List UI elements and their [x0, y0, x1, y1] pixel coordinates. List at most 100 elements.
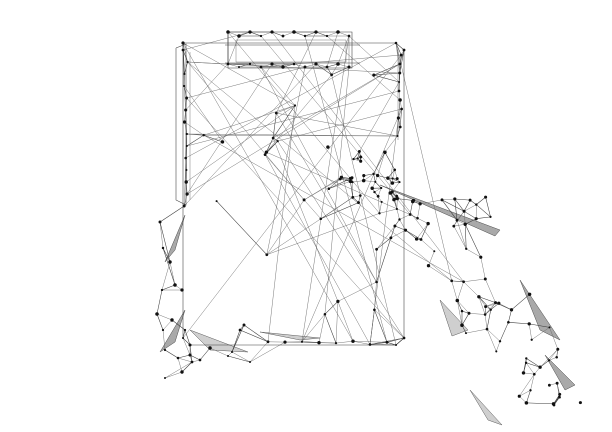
mesh-edge: [557, 383, 560, 394]
mesh-edge: [487, 329, 500, 341]
mesh-node: [494, 301, 497, 304]
mesh-node: [277, 140, 279, 142]
mesh-edge: [457, 282, 463, 301]
mesh-node: [418, 202, 421, 205]
mesh-node: [275, 112, 278, 115]
mesh-edge: [526, 363, 534, 374]
mesh-node: [326, 35, 328, 37]
mesh-node: [182, 337, 184, 339]
mesh-node: [270, 30, 273, 33]
mesh-node: [186, 133, 188, 135]
mesh-node: [374, 181, 376, 183]
mesh-edge: [455, 199, 470, 200]
mesh-edge-long: [204, 135, 464, 282]
mesh-edge: [540, 360, 549, 367]
mesh-node: [349, 180, 352, 183]
mesh-edge: [187, 135, 204, 146]
mesh-node: [380, 187, 382, 189]
mesh-node: [548, 359, 550, 361]
mesh-node: [556, 348, 559, 351]
mesh-node: [314, 30, 317, 33]
mesh-node: [372, 173, 374, 175]
mesh-edge: [508, 310, 511, 323]
mesh-edge-long: [265, 155, 304, 200]
mesh-node: [248, 30, 251, 33]
mesh-node: [507, 321, 510, 324]
mesh-node: [469, 199, 472, 202]
mesh-edge: [524, 358, 527, 373]
mesh-edge: [481, 257, 486, 279]
mesh-edge: [454, 224, 465, 226]
mesh-node: [282, 35, 285, 38]
mesh-node: [227, 63, 230, 66]
shaded-facet: [160, 310, 185, 352]
mesh-node: [183, 205, 186, 208]
mesh-node: [392, 198, 395, 201]
mesh-edge-long: [186, 64, 228, 110]
mesh-node: [162, 329, 164, 331]
mesh-edge: [496, 341, 500, 351]
mesh-node: [180, 288, 183, 291]
mesh-edge-long: [204, 106, 295, 136]
mesh-node: [398, 218, 400, 220]
mesh-node: [170, 318, 173, 321]
mesh-node: [450, 280, 453, 283]
mesh-node: [398, 98, 401, 101]
mesh-node: [328, 187, 331, 190]
mesh-edge: [338, 301, 353, 341]
mesh-edge: [304, 200, 321, 219]
mesh-node: [373, 191, 375, 193]
mesh-node: [186, 145, 188, 147]
mesh-node: [260, 66, 263, 69]
mesh-node: [238, 66, 240, 68]
mesh-node: [548, 326, 550, 328]
mesh-node: [522, 371, 525, 374]
mesh-edge: [374, 310, 404, 338]
mesh-node: [373, 308, 376, 311]
mesh-node: [499, 340, 501, 342]
mesh-node: [187, 61, 189, 63]
mesh-node: [304, 35, 306, 37]
mesh-node: [456, 299, 460, 303]
mesh-node: [375, 281, 378, 284]
mesh-node: [324, 313, 327, 316]
mesh-edge: [406, 230, 417, 239]
mesh-edge: [162, 285, 175, 290]
mesh-node: [463, 210, 466, 213]
mesh-node: [180, 370, 183, 373]
mesh-node: [453, 197, 456, 200]
mesh-edge: [485, 315, 487, 330]
mesh-node: [381, 201, 383, 203]
mesh-node: [479, 256, 482, 259]
mesh-node: [398, 63, 401, 66]
mesh-edge: [183, 338, 190, 355]
mesh-edge: [418, 218, 429, 223]
mesh-node: [336, 62, 340, 66]
mesh-node: [185, 97, 188, 100]
mesh-edge: [526, 363, 540, 367]
mesh-node: [227, 355, 229, 357]
mesh-node: [461, 310, 464, 313]
mesh-node: [556, 382, 559, 385]
mesh-node: [391, 181, 394, 184]
mesh-node: [173, 283, 177, 287]
mesh-edge: [529, 324, 532, 340]
mesh-node: [237, 34, 241, 38]
shaded-facet: [380, 185, 500, 236]
mesh-edge: [336, 341, 353, 343]
mesh-node: [510, 308, 513, 311]
mesh-node: [412, 199, 415, 202]
mesh-edge: [321, 203, 359, 219]
mesh-edge: [464, 279, 486, 282]
mesh-node: [281, 65, 284, 68]
mesh-edge: [228, 356, 250, 362]
mesh-edge-long: [183, 43, 353, 341]
mesh-node: [292, 30, 296, 34]
mesh-node: [552, 402, 555, 405]
mesh-edge-long: [396, 43, 452, 281]
mesh-edge: [374, 310, 387, 343]
mesh-node: [184, 157, 187, 160]
mesh-node: [351, 196, 354, 199]
mesh-node: [484, 196, 487, 199]
mesh-node: [386, 176, 389, 179]
